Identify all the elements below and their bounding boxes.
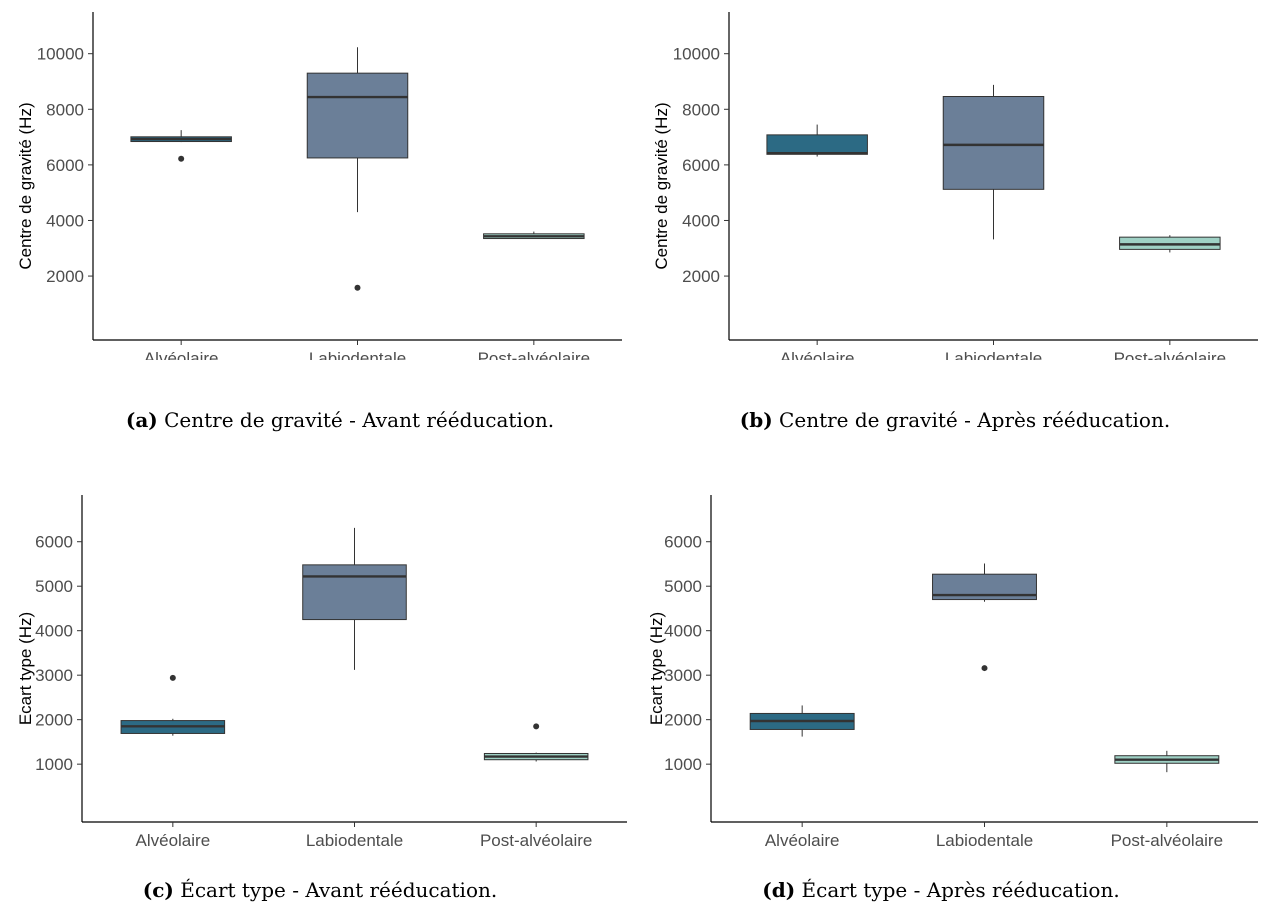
y-axis-label: Ecart type (Hz) [16, 612, 35, 725]
y-axis-label: Centre de gravité (Hz) [16, 102, 35, 269]
x-tick-label: Labiodentale [309, 349, 406, 360]
y-tick-label: 6000 [682, 156, 720, 175]
caption-d-label: (d) [762, 878, 796, 902]
boxplot-chart-a: 2000 4000 6000 8000 10000 Centre de gravité (… [16, 12, 622, 360]
y-tick-label: 2000 [682, 267, 720, 286]
box-Labiodentale [302, 564, 407, 621]
y-tick-label: 5000 [35, 577, 73, 596]
y-tick-label: 2000 [664, 711, 702, 730]
chart-panel-c: 1000 2000 3000 4000 5000 6000 Ecart type (Hz) A… [0, 480, 631, 850]
y-tick-label: 6000 [664, 533, 702, 552]
chart-panel-b: 2000 4000 6000 8000 10000 Centre de gravité (… [631, 0, 1262, 360]
box-Labiodentale [942, 96, 1045, 190]
caption-b: (b) Centre de gravité - Après rééducatio… [655, 408, 1255, 432]
caption-a-text: Centre de gravité - Avant rééducation. [157, 408, 555, 432]
x-tick-label: Alvéolaire [780, 349, 855, 360]
y-tick-label: 4000 [35, 622, 73, 641]
box-Labiodentale [306, 72, 409, 159]
x-tick-label: Labiodentale [945, 349, 1042, 360]
caption-d-text: Écart type - Après rééducation. [795, 878, 1120, 902]
y-tick-label: 8000 [46, 100, 84, 119]
caption-c: (c) Écart type - Avant rééducation. [20, 878, 620, 902]
caption-a-label: (a) [125, 408, 158, 432]
boxplot-chart-c: 1000 2000 3000 4000 5000 6000 Ecart type (Hz) A… [16, 495, 627, 850]
boxplot-chart-b: 2000 4000 6000 8000 10000 Centre de gravité (… [652, 12, 1258, 360]
y-tick-label: 3000 [35, 666, 73, 685]
caption-d: (d) Écart type - Après rééducation. [641, 878, 1241, 902]
x-tick-label: Labiodentale [306, 831, 403, 850]
y-axis-label: Centre de gravité (Hz) [652, 102, 671, 269]
y-tick-label: 8000 [682, 100, 720, 119]
x-tick-label: Labiodentale [936, 831, 1033, 850]
x-tick-label: Alvéolaire [136, 831, 211, 850]
y-tick-label: 4000 [664, 622, 702, 641]
outlier-point [981, 665, 988, 672]
outlier-point [354, 284, 361, 291]
y-axis-label: Ecart type (Hz) [647, 612, 666, 725]
x-tick-label: Post-alvéolaire [1111, 831, 1223, 850]
x-tick-label: Post-alvéolaire [1114, 349, 1226, 360]
x-tick-label: Alvéolaire [765, 831, 840, 850]
x-tick-label: Post-alvéolaire [478, 349, 590, 360]
y-tick-label: 6000 [46, 156, 84, 175]
caption-c-label: (c) [142, 878, 174, 902]
caption-b-label: (b) [739, 408, 773, 432]
chart-panel-d: 1000 2000 3000 4000 5000 6000 Ecart type (Hz) A… [631, 480, 1262, 850]
y-tick-label: 6000 [35, 533, 73, 552]
y-tick-label: 4000 [682, 211, 720, 230]
x-tick-label: Post-alvéolaire [480, 831, 592, 850]
y-tick-label: 1000 [35, 755, 73, 774]
y-tick-label: 10000 [673, 45, 720, 64]
y-tick-label: 2000 [35, 711, 73, 730]
chart-panel-a: 2000 4000 6000 8000 10000 Centre de gravité (… [0, 0, 631, 360]
outlier-point [178, 155, 185, 162]
y-tick-label: 10000 [37, 45, 84, 64]
outlier-point [169, 674, 176, 681]
y-tick-label: 3000 [664, 666, 702, 685]
caption-c-text: Écart type - Avant rééducation. [173, 878, 498, 902]
box-Alvéolaire [766, 134, 868, 155]
y-tick-label: 2000 [46, 267, 84, 286]
caption-a: (a) Centre de gravité - Avant rééducatio… [40, 408, 640, 432]
y-tick-label: 5000 [664, 577, 702, 596]
boxplot-chart-d: 1000 2000 3000 4000 5000 6000 Ecart type (Hz) A… [647, 495, 1258, 850]
x-tick-label: Alvéolaire [144, 349, 219, 360]
outlier-point [533, 723, 540, 730]
y-tick-label: 4000 [46, 211, 84, 230]
caption-b-text: Centre de gravité - Après rééducation. [772, 408, 1171, 432]
y-tick-label: 1000 [664, 755, 702, 774]
